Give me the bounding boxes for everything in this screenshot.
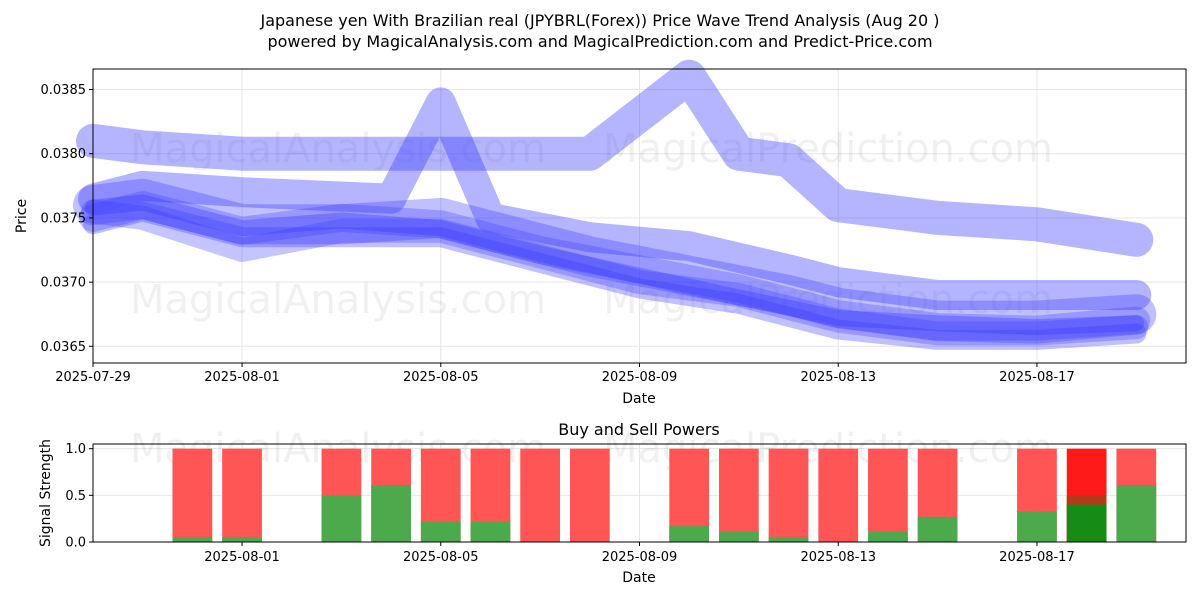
signal-bars xyxy=(172,448,1157,542)
price-wave-line xyxy=(81,199,1149,346)
watermark-analysis-top-2: MagicalAnalysis.com xyxy=(130,277,546,323)
signal-x-tick-label: 2025-08-13 xyxy=(800,550,876,565)
price-wave-line xyxy=(83,201,1147,350)
price-x-tick-label: 2025-08-01 xyxy=(204,370,280,385)
price-waves xyxy=(73,59,1157,350)
signal-y-tick-label: 0.5 xyxy=(65,489,86,504)
sell-bar xyxy=(768,448,809,542)
price-x-label: Date xyxy=(622,391,655,407)
buy-bar xyxy=(1116,485,1157,542)
signal-x-label: Date xyxy=(622,570,655,586)
price-x-tick-label: 2025-08-09 xyxy=(602,370,678,385)
signal-x-tick-label: 2025-08-17 xyxy=(999,550,1075,565)
buy-bar xyxy=(669,526,710,542)
price-x-tick-label: 2025-07-29 xyxy=(55,370,131,385)
chart-title-line1: Japanese yen With Brazilian real (JPYBRL… xyxy=(259,11,939,30)
buy-bar xyxy=(371,485,411,542)
price-x-tick-label: 2025-08-05 xyxy=(403,370,479,385)
price-y-tick-label: 0.0385 xyxy=(41,83,87,98)
price-x-tick-label: 2025-08-17 xyxy=(999,370,1075,385)
price-plot: MagicalAnalysis.com MagicalPrediction.co… xyxy=(14,59,1187,407)
sell-bar xyxy=(520,448,561,542)
signal-x-tick-label: 2025-08-01 xyxy=(204,550,280,565)
price-wave-line xyxy=(73,178,1157,341)
buy-bar xyxy=(1017,511,1057,542)
sell-bar xyxy=(222,448,262,542)
signal-y-tick-label: 0.0 xyxy=(65,536,86,551)
signal-y-label: Signal Strength xyxy=(38,439,54,547)
signal-x-ticks: 2025-08-01 2025-08-05 2025-08-09 2025-08-13… xyxy=(204,542,1075,565)
price-y-tick-label: 0.0375 xyxy=(41,211,87,226)
chart-title-line2: powered by MagicalAnalysis.com and Magic… xyxy=(267,32,932,51)
signal-x-tick-label: 2025-08-05 xyxy=(403,550,479,565)
sell-bar xyxy=(569,448,610,542)
sell-bar xyxy=(172,448,213,542)
price-y-tick-label: 0.0370 xyxy=(41,276,87,291)
buy-bar xyxy=(420,521,461,542)
buy-bar xyxy=(172,537,213,542)
price-grid xyxy=(92,69,1186,363)
buy-bar xyxy=(868,531,908,542)
price-wave-line xyxy=(85,194,1145,336)
price-wave-line xyxy=(76,59,1154,257)
signal-y-tick-label: 1.0 xyxy=(65,442,86,457)
price-x-ticks: 2025-07-29 2025-08-01 2025-08-05 2025-08-09… xyxy=(55,363,1075,385)
sell-bar xyxy=(818,448,859,542)
signal-x-tick-label: 2025-08-09 xyxy=(602,550,678,565)
price-x-tick-label: 2025-08-13 xyxy=(800,370,876,385)
buy-bar xyxy=(222,537,262,542)
watermark-analysis-top-1: MagicalAnalysis.com xyxy=(130,126,546,172)
price-y-tick-label: 0.0380 xyxy=(41,147,87,162)
price-y-label: Price xyxy=(14,199,30,233)
buy-bar xyxy=(1066,504,1107,542)
sell-bar xyxy=(868,448,908,542)
buy-bar xyxy=(718,531,759,542)
buy-bar xyxy=(470,521,511,542)
buy-bar xyxy=(768,537,809,542)
buy-bar xyxy=(917,516,958,542)
signal-plot-title: Buy and Sell Powers xyxy=(558,420,720,439)
price-y-tick-label: 0.0365 xyxy=(41,340,87,355)
watermark-prediction-top-2: MagicalPrediction.com xyxy=(603,277,1053,323)
signal-y-ticks: 0.0 0.5 1.0 xyxy=(65,442,93,551)
price-wave-line xyxy=(78,87,1152,310)
price-wave-line xyxy=(79,191,1151,344)
watermark-prediction-top-1: MagicalPrediction.com xyxy=(603,126,1053,172)
sell-bar xyxy=(718,448,759,542)
signal-plot: Buy and Sell Powers MagicalAnalysis.com … xyxy=(38,420,1187,586)
price-y-ticks: 0.0365 0.0370 0.0375 0.0380 0.0385 xyxy=(41,83,93,355)
buy-bar xyxy=(321,495,362,542)
